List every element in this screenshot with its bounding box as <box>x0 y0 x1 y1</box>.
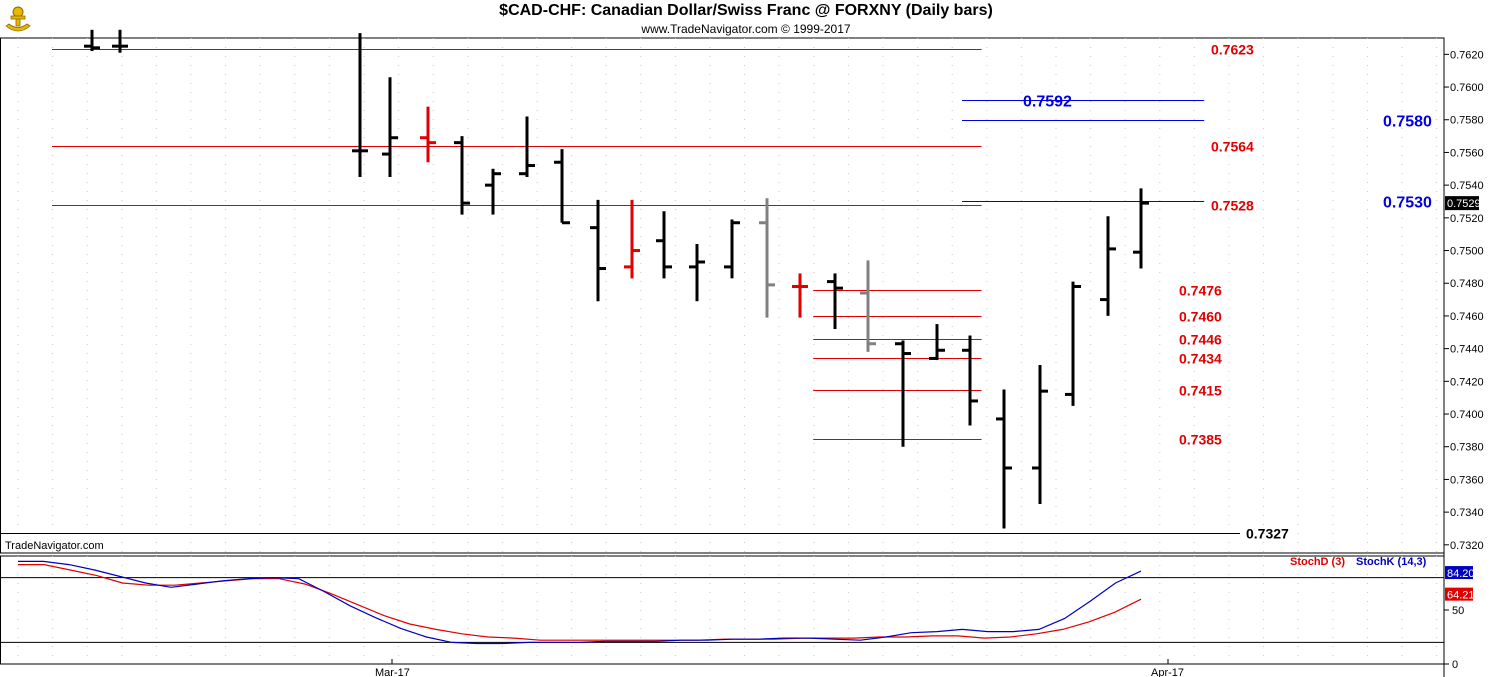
chart-title: $CAD-CHF: Canadian Dollar/Swiss Franc @ … <box>499 2 993 19</box>
ohlc-bar <box>84 29 100 52</box>
ohlc-bar <box>689 244 705 302</box>
ohlc-bar <box>1032 364 1048 504</box>
y-axis-tick-label: 0.7600 <box>1450 82 1484 94</box>
y-axis-tick-label: 0.7360 <box>1450 474 1484 486</box>
stochastic-value-label: 64.21 <box>1447 590 1475 602</box>
stochastic-legend-label: StochK (14,3) <box>1356 556 1427 568</box>
price-panel: 0.7320 0.7340 0.7360 0.7380 0.7400 0.7420 0.74… <box>0 29 1484 554</box>
y-axis-tick-label: 0.7420 <box>1450 376 1484 388</box>
stochastic-y-tick-label: 50 <box>1452 605 1464 617</box>
level-label: 0.7528 <box>1211 198 1254 214</box>
stochastic-value-flag <box>1445 566 1473 580</box>
y-axis-tick-label: 0.7560 <box>1450 147 1484 159</box>
stochastic-series-line <box>18 563 1142 641</box>
y-axis-tick-label: 0.7400 <box>1450 409 1484 421</box>
stochastic-series-line <box>18 560 1142 645</box>
y-axis-tick-label: 0.7520 <box>1450 213 1484 225</box>
stochastic-value-flag <box>1445 587 1473 601</box>
ohlc-bar <box>895 340 911 447</box>
last-price-flag <box>1445 196 1479 211</box>
y-axis-tick-label: 0.7340 <box>1450 507 1484 519</box>
y-axis-tick-label: 0.7500 <box>1450 246 1484 258</box>
level-label: 0.7415 <box>1179 383 1222 399</box>
stochastic-y-tick-label: 0 <box>1452 659 1458 671</box>
price-panel-frame <box>0 37 1445 554</box>
ohlc-bar <box>827 273 843 330</box>
ohlc-bar <box>382 77 398 177</box>
x-axis-tick-label: Mar-17 <box>375 667 410 677</box>
ohlc-bar <box>112 29 128 53</box>
level-label: 0.7476 <box>1179 283 1222 299</box>
y-axis-tick-label: 0.7480 <box>1450 278 1484 290</box>
ohlc-bar <box>1133 188 1149 269</box>
level-label: 0.7580 <box>1383 114 1432 131</box>
level-label: 0.7434 <box>1179 351 1222 367</box>
watermark-text: TradeNavigator.com <box>5 540 104 552</box>
y-axis-tick-label: 0.7460 <box>1450 311 1484 323</box>
y-axis-tick-label: 0.7320 <box>1450 540 1484 552</box>
stochastic-legend-label: StochD (3) <box>1290 556 1345 568</box>
level-label: 0.7385 <box>1179 432 1222 448</box>
ohlc-bar <box>485 168 501 215</box>
ohlc-bar <box>996 389 1012 529</box>
ohlc-bar <box>420 106 436 163</box>
level-label: 0.7460 <box>1179 309 1222 325</box>
last-price-label: 0.7529 <box>1447 198 1481 210</box>
y-axis-tick-label: 0.7380 <box>1450 442 1484 454</box>
ohlc-bar <box>792 273 808 318</box>
level-label: 0.7530 <box>1383 195 1432 212</box>
ohlc-bar <box>554 149 570 225</box>
stochastic-panel-frame <box>0 555 1445 665</box>
level-label: 0.7446 <box>1179 332 1222 348</box>
ohlc-bar <box>929 324 945 361</box>
ohlc-bar <box>519 116 535 177</box>
y-axis-tick-label: 0.7580 <box>1450 115 1484 127</box>
ohlc-bar <box>656 211 672 279</box>
stochastic-panel: Mar-17 Apr-17 50 0 64.21 StochD (3) 84.20 Stoch… <box>0 555 1475 677</box>
ohlc-bar <box>860 260 876 352</box>
ohlc-bar <box>454 136 470 215</box>
ohlc-bar <box>590 199 606 302</box>
x-axis-tick-label: Apr-17 <box>1151 667 1184 677</box>
ohlc-bar <box>962 335 978 426</box>
ohlc-bar <box>1100 216 1116 316</box>
ohlc-bar <box>724 219 740 279</box>
y-axis-tick-label: 0.7620 <box>1450 49 1484 61</box>
level-label: 0.7564 <box>1211 139 1254 155</box>
tradenavigator-logo-icon <box>5 6 31 32</box>
level-label: 0.7327 <box>1246 526 1289 542</box>
ohlc-bar <box>352 33 368 177</box>
y-axis-tick-label: 0.7440 <box>1450 344 1484 356</box>
ohlc-bar <box>624 199 640 279</box>
chart-header: $CAD-CHF: Canadian Dollar/Swiss Franc @ … <box>0 0 1492 38</box>
ohlc-bar <box>1065 281 1081 406</box>
level-label: 0.7592 <box>1023 94 1072 111</box>
stochastic-value-label: 84.20 <box>1447 568 1475 580</box>
y-axis-tick-label: 0.7540 <box>1450 180 1484 192</box>
chart-subtitle: www.TradeNavigator.com © 1999-2017 <box>641 22 851 36</box>
ohlc-bar <box>759 198 775 318</box>
level-label: 0.7623 <box>1211 42 1254 58</box>
